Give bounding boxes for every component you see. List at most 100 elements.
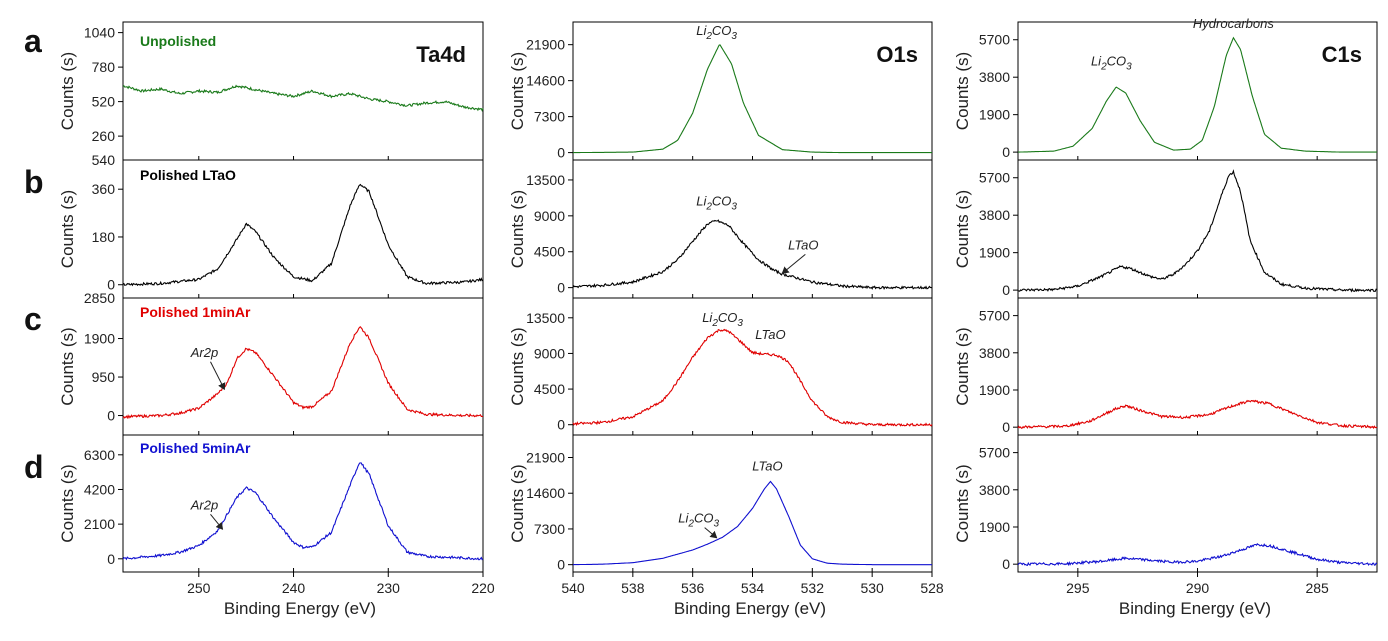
core-label-o1s: O1s (876, 42, 918, 67)
annotation-arrow (704, 527, 718, 539)
panel-letter-b: b (24, 164, 44, 200)
y-axis-label-c1s: Counts (s) (953, 190, 972, 268)
x-tick-label-o1s: 534 (741, 580, 765, 596)
annotation-lico: Li2CO3 (696, 23, 737, 42)
y-tick-label-c1s: 0 (1002, 419, 1010, 435)
y-tick-label-c1s: 5700 (979, 32, 1010, 48)
spectrum-c1s-row3 (1017, 542, 1378, 567)
annotation-lico: Li2CO3 (696, 193, 737, 212)
y-tick-label-o1s: 14600 (526, 485, 565, 501)
spectrum-ta4d-row1 (122, 183, 484, 287)
y-axis-label-c1s: Counts (s) (953, 327, 972, 405)
y-tick-label-ta4d: 4200 (84, 481, 115, 497)
x-tick-label-c1s: 285 (1305, 580, 1329, 596)
y-axis-label-o1s: Counts (s) (508, 327, 527, 405)
y-tick-label-ta4d: 180 (92, 229, 116, 245)
y-tick-label-o1s: 4500 (534, 244, 565, 260)
annotation-ltao: LTaO (755, 327, 785, 342)
y-axis-label-c1s: Counts (s) (953, 52, 972, 130)
x-tick-label-ta4d: 220 (471, 580, 495, 596)
y-tick-label-c1s: 1900 (979, 519, 1010, 535)
sample-label-polished-ltao: Polished LTaO (140, 167, 236, 183)
y-tick-label-o1s: 0 (557, 417, 565, 433)
y-tick-label-ta4d: 0 (107, 551, 115, 567)
y-tick-label-ta4d: 520 (92, 94, 116, 110)
y-tick-label-ta4d: 1040 (84, 25, 115, 41)
x-tick-label-o1s: 532 (801, 580, 825, 596)
spectrum-ta4d-row3 (122, 462, 484, 561)
annotation-arrow (210, 361, 226, 391)
spectrum-ta4d-row2 (122, 326, 484, 420)
spectrum-ta4d-row0 (122, 84, 484, 112)
y-tick-label-c1s: 0 (1002, 282, 1010, 298)
y-tick-label-c1s: 1900 (979, 382, 1010, 398)
y-axis-label-o1s: Counts (s) (508, 190, 527, 268)
y-axis-label-o1s: Counts (s) (508, 52, 527, 130)
y-tick-label-c1s: 3800 (979, 482, 1010, 498)
panel-letter-d: d (24, 449, 44, 485)
y-tick-label-c1s: 0 (1002, 144, 1010, 160)
y-tick-label-o1s: 13500 (526, 310, 565, 326)
sample-label-unpolished: Unpolished (140, 33, 216, 49)
panel-letter-a: a (24, 23, 42, 59)
y-tick-label-o1s: 21900 (526, 37, 565, 53)
y-tick-label-o1s: 0 (557, 145, 565, 161)
frame-ta4d (122, 21, 484, 573)
x-tick-label-ta4d: 230 (377, 580, 401, 596)
spectrum-o1s-row0 (573, 44, 932, 154)
y-tick-label-c1s: 3800 (979, 345, 1010, 361)
panel-letter-c: c (24, 301, 42, 337)
spectrum-c1s-row0 (1018, 36, 1377, 153)
y-tick-label-c1s: 5700 (979, 308, 1010, 324)
y-tick-label-o1s: 7300 (534, 521, 565, 537)
y-tick-label-ta4d: 0 (107, 408, 115, 424)
y-tick-label-o1s: 13500 (526, 172, 565, 188)
y-axis-label-o1s: Counts (s) (508, 464, 527, 542)
y-tick-label-ta4d: 780 (92, 59, 116, 75)
y-tick-label-ta4d: 1900 (84, 331, 115, 347)
annotation-lico: Li2CO3 (678, 511, 719, 530)
spectrum-o1s-row3 (572, 480, 932, 566)
y-tick-label-ta4d: 950 (92, 369, 116, 385)
y-tick-label-o1s: 21900 (526, 450, 565, 466)
y-axis-label-ta4d: Counts (s) (58, 52, 77, 130)
y-tick-label-ta4d: 0 (107, 277, 115, 293)
x-tick-label-o1s: 536 (681, 580, 705, 596)
y-axis-label-ta4d: Counts (s) (58, 190, 77, 268)
sample-label-polished-1minar: Polished 1minAr (140, 304, 251, 320)
y-tick-label-ta4d: 2100 (84, 516, 115, 532)
annotation-ar2p: Ar2p (190, 345, 218, 360)
y-tick-label-o1s: 14600 (526, 73, 565, 89)
x-axis-label-o1s: Binding Energy (eV) (674, 599, 826, 618)
annotation-arrow (210, 513, 224, 530)
x-tick-label-o1s: 528 (920, 580, 944, 596)
x-tick-label-ta4d: 250 (187, 580, 211, 596)
y-tick-label-ta4d: 540 (92, 152, 116, 168)
y-tick-label-c1s: 5700 (979, 445, 1010, 461)
sample-label-polished-5minar: Polished 5minAr (140, 440, 251, 456)
annotation-ar2p: Ar2p (190, 497, 218, 512)
y-tick-label-o1s: 7300 (534, 109, 565, 125)
y-tick-label-c1s: 1900 (979, 245, 1010, 261)
plot-grid: 250 240 230 220 260 520 780 1040 540 Counts (s) 0 1… (58, 16, 1378, 596)
y-tick-label-o1s: 9000 (534, 208, 565, 224)
y-tick-label-ta4d: 260 (92, 128, 116, 144)
annotation-arrow (781, 253, 806, 274)
y-tick-label-c1s: 1900 (979, 107, 1010, 123)
y-tick-label-c1s: 5700 (979, 170, 1010, 186)
spectrum-c1s-row2 (1017, 399, 1378, 430)
y-tick-label-ta4d: 2850 (84, 290, 115, 306)
y-tick-label-c1s: 3800 (979, 207, 1010, 223)
spectrum-c1s-row1 (1017, 169, 1378, 293)
x-tick-label-ta4d: 240 (282, 580, 306, 596)
y-tick-label-o1s: 4500 (534, 381, 565, 397)
spectrum-o1s-row2 (572, 328, 933, 427)
y-tick-label-c1s: 3800 (979, 69, 1010, 85)
x-tick-label-c1s: 290 (1186, 580, 1210, 596)
y-tick-label-o1s: 0 (557, 557, 565, 573)
y-tick-label-ta4d: 360 (92, 181, 116, 197)
annotation-lico: Li2CO3 (1091, 53, 1132, 72)
x-tick-label-c1s: 295 (1066, 580, 1090, 596)
y-tick-label-ta4d: 6300 (84, 447, 115, 463)
y-axis-label-ta4d: Counts (s) (58, 464, 77, 542)
